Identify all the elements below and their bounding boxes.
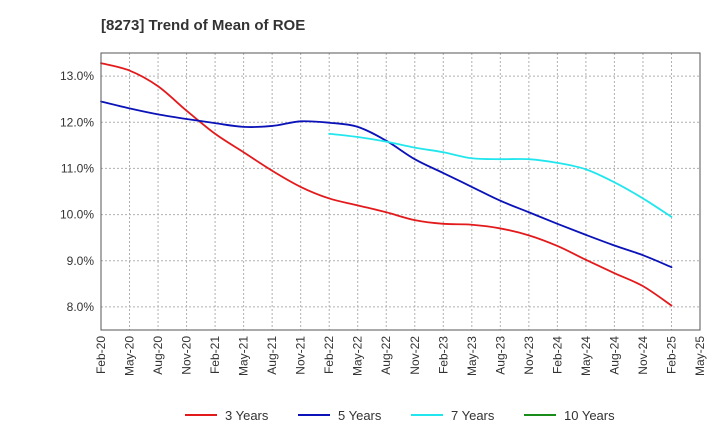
legend-label-5-years: 5 Years	[338, 408, 382, 423]
plot-area-frame	[100, 52, 701, 331]
y-tick-label: 11.0%	[61, 161, 94, 175]
y-axis-tick-labels: 8.0% 9.0% 10.0% 11.0% 12.0% 13.0%	[60, 69, 94, 314]
series-line-5-years	[100, 100, 673, 269]
x-tick-label: Feb-25	[664, 336, 678, 374]
x-tick-label: Feb-24	[550, 336, 564, 374]
x-tick-label: Feb-21	[208, 336, 222, 374]
chart-title: [8273] Trend of Mean of ROE	[101, 17, 305, 34]
series-line-3-years	[100, 62, 673, 307]
series-lines	[100, 62, 673, 307]
x-tick-label: Nov-22	[408, 336, 422, 375]
x-tick-label: Aug-20	[151, 336, 165, 375]
legend-label-7-years: 7 Years	[451, 408, 495, 423]
x-tick-label: Nov-21	[294, 336, 308, 375]
x-tick-label: Nov-20	[180, 336, 194, 375]
grid-lines	[101, 53, 700, 330]
legend-label-10-years: 10 Years	[564, 408, 615, 423]
x-tick-label: May-25	[693, 336, 707, 376]
x-tick-label: Feb-22	[322, 336, 336, 374]
y-tick-label: 13.0%	[60, 69, 94, 83]
x-tick-label: May-24	[579, 336, 593, 376]
series-line-7-years	[328, 132, 673, 218]
x-tick-label: Aug-23	[493, 336, 507, 375]
legend: 3 Years 5 Years 7 Years 10 Years	[185, 408, 615, 423]
x-tick-label: Nov-23	[522, 336, 536, 375]
x-axis-tick-labels: Feb-20 May-20 Aug-20 Nov-20 Feb-21 May-21 Aug-…	[94, 336, 707, 376]
y-tick-label: 10.0%	[60, 208, 94, 222]
y-tick-label: 12.0%	[60, 115, 94, 129]
x-tick-label: Feb-20	[94, 336, 108, 374]
x-tick-label: May-22	[351, 336, 365, 376]
x-tick-label: Feb-23	[436, 336, 450, 374]
x-tick-label: Aug-24	[607, 336, 621, 375]
x-tick-label: May-20	[123, 336, 137, 376]
x-tick-label: Aug-22	[379, 336, 393, 375]
x-tick-label: Nov-24	[636, 336, 650, 375]
y-tick-label: 8.0%	[67, 300, 95, 314]
y-tick-label: 9.0%	[67, 254, 95, 268]
x-tick-label: Aug-21	[265, 336, 279, 375]
x-tick-label: May-23	[465, 336, 479, 376]
x-tick-label: May-21	[237, 336, 251, 376]
legend-label-3-years: 3 Years	[225, 408, 269, 423]
